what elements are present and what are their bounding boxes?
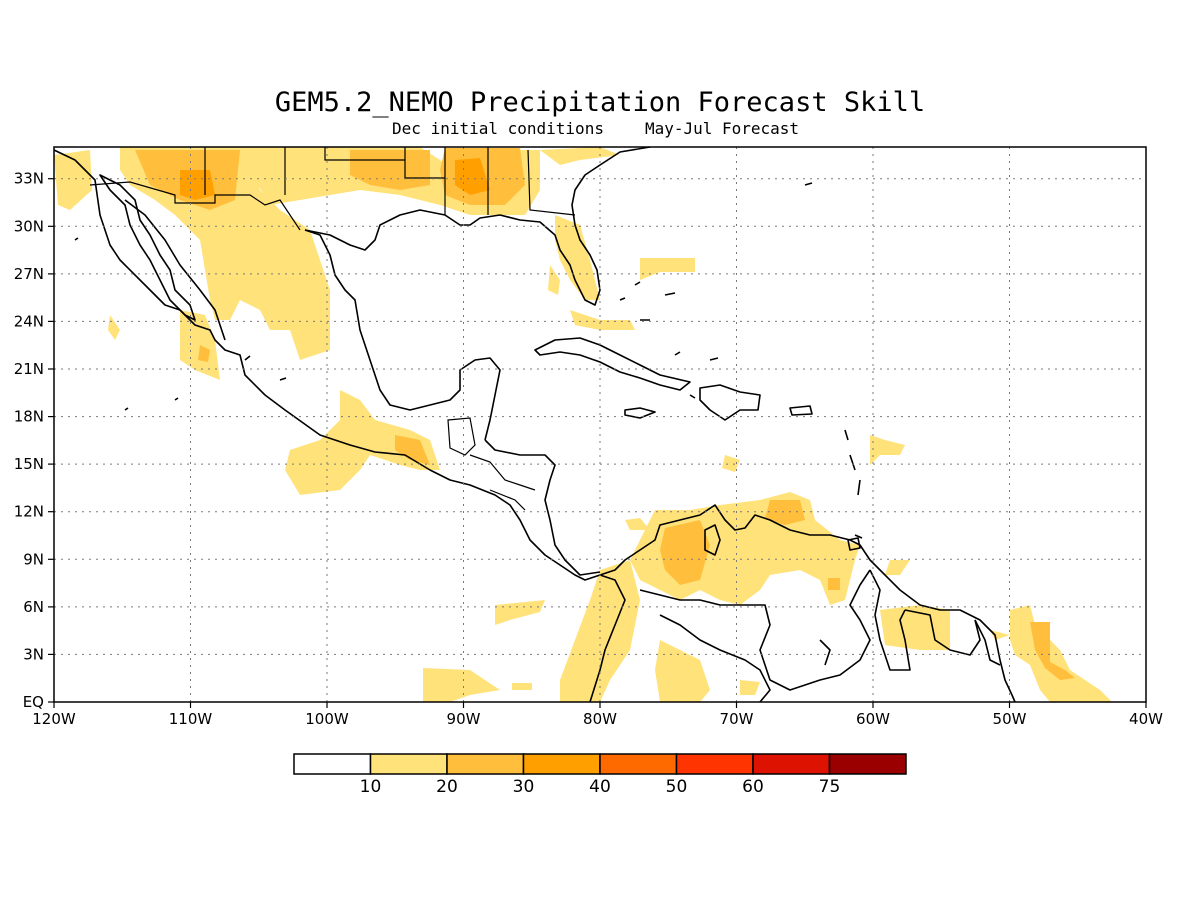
lon-label: 50W: [993, 710, 1027, 728]
lat-label: EQ: [23, 693, 44, 711]
latitude-labels: EQ 3N 6N 9N 12N 15N 18N 21N 24N 27N 30N …: [14, 170, 44, 711]
lat-label: 30N: [14, 217, 44, 235]
lon-label: 120W: [32, 710, 76, 728]
lon-label: 40W: [1129, 710, 1163, 728]
colorbar-swatch: [446, 753, 525, 775]
colorbar-swatch: [675, 753, 754, 775]
graticule: [54, 147, 1146, 702]
coastlines: [53, 146, 1016, 703]
lon-label: 80W: [583, 710, 617, 728]
colorbar-label: 10: [360, 777, 382, 797]
skill-shading-30-40: [180, 158, 490, 200]
colorbar-swatch: [828, 753, 907, 775]
political-borders: [89, 147, 576, 511]
colorbar: 10 20 30 40 50 60 75: [293, 753, 907, 797]
colorbar-swatches: [293, 753, 907, 775]
colorbar-swatch: [369, 753, 448, 775]
colorbar-swatch: [599, 753, 678, 775]
lon-label: 90W: [447, 710, 481, 728]
lon-label: 100W: [305, 710, 349, 728]
lat-label: 27N: [14, 265, 44, 283]
colorbar-labels: 10 20 30 40 50 60 75: [360, 777, 841, 797]
colorbar-label: 60: [742, 777, 764, 797]
lat-label: 3N: [23, 645, 44, 663]
tick-marks: [48, 178, 1147, 708]
longitude-labels: 120W 110W 100W 90W 80W 70W 60W 50W 40W: [32, 710, 1163, 728]
lon-label: 60W: [856, 710, 890, 728]
lat-label: 21N: [14, 360, 44, 378]
colorbar-label: 30: [513, 777, 535, 797]
lat-label: 18N: [14, 408, 44, 426]
lat-label: 12N: [14, 503, 44, 521]
lat-label: 24N: [14, 312, 44, 330]
colorbar-swatch: [752, 753, 831, 775]
subtitle-initial-conditions: Dec initial conditions: [392, 119, 604, 138]
lon-label: 110W: [169, 710, 213, 728]
lat-label: 9N: [23, 550, 44, 568]
colorbar-label: 40: [589, 777, 611, 797]
colorbar-swatch: [522, 753, 601, 775]
colorbar-label: 50: [666, 777, 688, 797]
colorbar-swatch: [293, 753, 372, 775]
map-title: GEM5.2_NEMO Precipitation Forecast Skill: [275, 87, 925, 118]
colorbar-label: 20: [436, 777, 458, 797]
lat-label: 33N: [14, 170, 44, 188]
lon-label: 70W: [720, 710, 754, 728]
lat-label: 6N: [23, 598, 44, 616]
colorbar-label: 75: [819, 777, 841, 797]
lat-label: 15N: [14, 455, 44, 473]
subtitle-forecast-period: May-Jul Forecast: [645, 119, 799, 138]
plot-area: [48, 146, 1147, 708]
